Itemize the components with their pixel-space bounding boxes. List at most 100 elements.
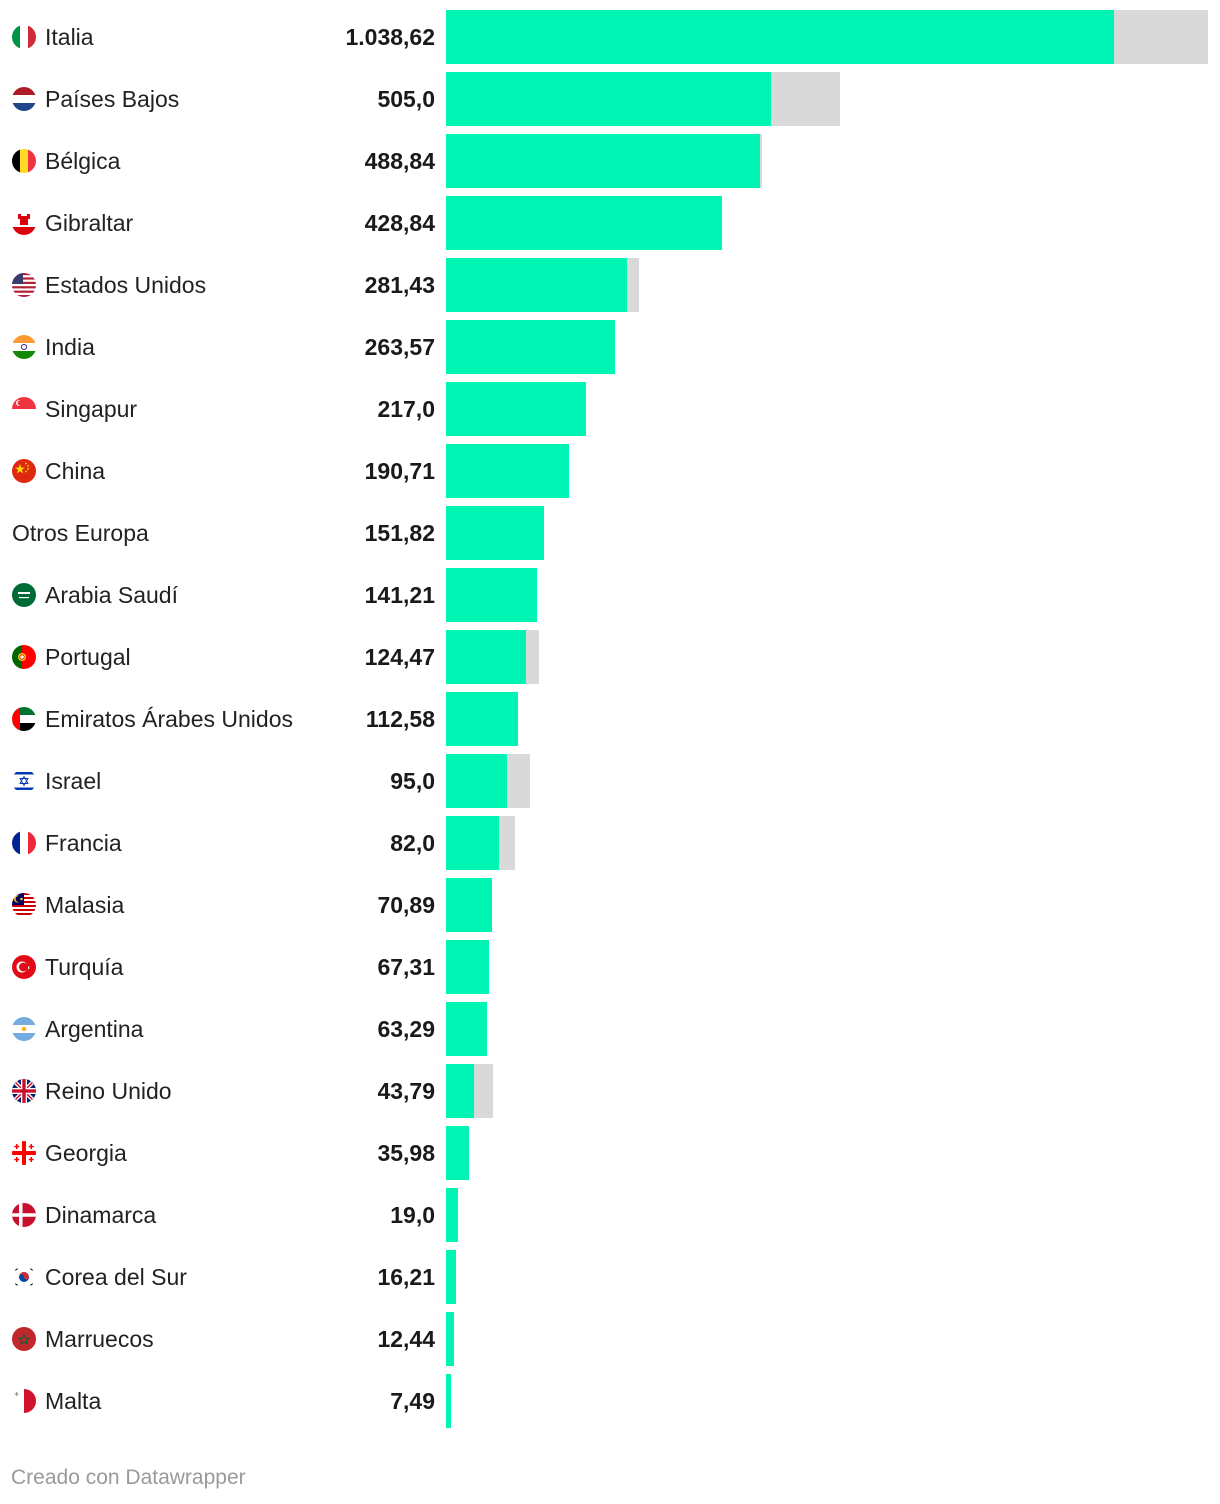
- value-label: 151,82: [364, 520, 435, 546]
- category-label: Francia: [45, 830, 122, 856]
- india-flag-icon: [12, 335, 36, 359]
- category-label: Israel: [45, 768, 102, 794]
- bar: [446, 1188, 458, 1242]
- bar-row: Singapur 217,0: [0, 382, 1220, 444]
- bar: [446, 878, 492, 932]
- bar: [446, 134, 760, 188]
- bar-row: Emiratos Árabes Unidos 112,58: [0, 692, 1220, 754]
- bar: [446, 630, 526, 684]
- value-label: 19,0: [390, 1202, 435, 1228]
- bar-row: Estados Unidos 281,43: [0, 258, 1220, 320]
- value-label: 124,47: [364, 644, 435, 670]
- category-label: Argentina: [45, 1016, 144, 1042]
- value-label: 35,98: [377, 1140, 435, 1166]
- bar-row: Gibraltar 428,84: [0, 196, 1220, 258]
- value-label: 7,49: [390, 1388, 435, 1414]
- malta-flag-icon: [12, 1389, 36, 1413]
- bar: [446, 816, 499, 870]
- bar: [446, 1126, 469, 1180]
- netherlands-flag-icon: [12, 87, 36, 111]
- category-label: Estados Unidos: [45, 272, 207, 298]
- morocco-flag-icon: [12, 1327, 36, 1351]
- value-label: 505,0: [377, 86, 435, 112]
- category-label: Bélgica: [45, 148, 121, 174]
- bar: [446, 1250, 456, 1304]
- category-label: Emiratos Árabes Unidos: [45, 706, 293, 732]
- france-flag-icon: [12, 831, 36, 855]
- turkey-flag-icon: [12, 955, 36, 979]
- category-label: Otros Europa: [12, 520, 149, 546]
- bar: [446, 1002, 487, 1056]
- category-label: China: [45, 458, 106, 484]
- bar: [446, 1374, 451, 1428]
- malaysia-flag-icon: [12, 893, 36, 917]
- value-label: 263,57: [364, 334, 435, 360]
- bar-row: Turquía 67,31: [0, 940, 1220, 1002]
- bar: [446, 692, 518, 746]
- value-label: 112,58: [365, 706, 435, 732]
- value-label: 428,84: [364, 210, 435, 236]
- bar-row: Otros Europa 151,82: [0, 506, 1220, 568]
- value-label: 95,0: [390, 768, 435, 794]
- bar-row: Reino Unido 43,79: [0, 1064, 1220, 1126]
- category-label: Arabia Saudí: [45, 582, 178, 608]
- bar-row: Israel 95,0: [0, 754, 1220, 816]
- argentina-flag-icon: [12, 1017, 36, 1041]
- category-label: Dinamarca: [45, 1202, 157, 1228]
- israel-flag-icon: [12, 769, 36, 793]
- bar-row: Italia 1.038,62: [0, 10, 1220, 72]
- bar: [446, 1064, 474, 1118]
- italy-flag-icon: [12, 25, 36, 49]
- bar: [446, 320, 615, 374]
- bar: [446, 940, 489, 994]
- value-label: 70,89: [377, 892, 435, 918]
- value-label: 190,71: [364, 458, 435, 484]
- bar: [446, 506, 544, 560]
- category-label: Reino Unido: [45, 1078, 172, 1104]
- value-label: 488,84: [364, 148, 435, 174]
- category-label: Marruecos: [45, 1326, 154, 1352]
- bar: [446, 258, 627, 312]
- bar-chart: Italia 1.038,62 Países Bajos 505,0 Bélgica 48…: [0, 10, 1220, 1436]
- gibraltar-flag-icon: [12, 211, 36, 235]
- bar: [446, 196, 722, 250]
- singapore-flag-icon: [12, 397, 36, 421]
- category-label: Corea del Sur: [45, 1264, 187, 1290]
- usa-flag-icon: [12, 273, 36, 297]
- bar-row: Francia 82,0: [0, 816, 1220, 878]
- bar-row: Corea del Sur 16,21: [0, 1250, 1220, 1312]
- bar-row: Malasia 70,89: [0, 878, 1220, 940]
- bar-row: Malta 7,49: [0, 1374, 1220, 1436]
- south-korea-flag-icon: [12, 1265, 36, 1289]
- bar: [446, 568, 537, 622]
- bar-row: China 190,71: [0, 444, 1220, 506]
- bar-row: Países Bajos 505,0: [0, 72, 1220, 134]
- denmark-flag-icon: [12, 1203, 36, 1227]
- value-label: 63,29: [377, 1016, 435, 1042]
- bar-row: Portugal 124,47: [0, 630, 1220, 692]
- bar: [446, 754, 507, 808]
- category-label: Gibraltar: [45, 210, 134, 236]
- georgia-flag-icon: [12, 1141, 36, 1165]
- value-label: 82,0: [390, 830, 435, 856]
- bar: [446, 444, 569, 498]
- category-label: Portugal: [45, 644, 131, 670]
- category-label: Países Bajos: [45, 86, 180, 112]
- value-label: 141,21: [364, 582, 435, 608]
- bar: [446, 382, 586, 436]
- footer-credit[interactable]: Creado con Datawrapper: [11, 1466, 246, 1489]
- category-label: Malasia: [45, 892, 125, 918]
- bar-row: Bélgica 488,84: [0, 134, 1220, 196]
- bar: [446, 72, 771, 126]
- value-label: 1.038,62: [345, 24, 435, 50]
- uk-flag-icon: [12, 1079, 36, 1103]
- uae-flag-icon: [12, 707, 36, 731]
- value-label: 281,43: [364, 272, 435, 298]
- bar: [446, 1312, 454, 1366]
- value-label: 16,21: [377, 1264, 435, 1290]
- portugal-flag-icon: [12, 645, 36, 669]
- category-label: Malta: [45, 1388, 102, 1414]
- bar-row: Argentina 63,29: [0, 1002, 1220, 1064]
- value-label: 217,0: [377, 396, 435, 422]
- value-label: 43,79: [377, 1078, 435, 1104]
